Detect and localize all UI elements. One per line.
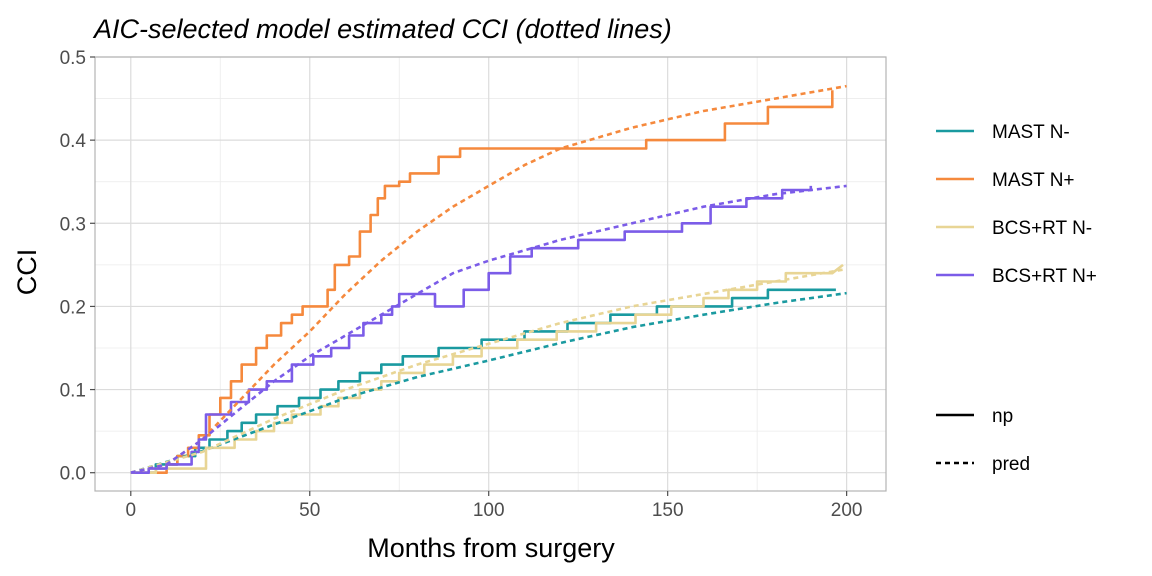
y-tick-label: 0.0 [60,464,86,485]
pred-line-mast-n [130,84,847,474]
x-tick-label: 100 [473,500,505,521]
x-axis-title: Months from surgery [367,533,615,563]
plot-border [94,56,887,492]
x-tick-label: 0 [126,500,137,521]
legend-label: np [992,406,1013,427]
pred-line-bcs-rt-n [130,267,847,474]
legend-label: MAST N- [992,122,1070,143]
legend-label: BCS+RT N- [992,218,1092,239]
x-tick-label: 50 [299,500,320,521]
y-axis-title: CCI [12,249,42,296]
y-tick-label: 0.1 [60,381,86,402]
np-line-mast-n [130,90,834,474]
chart-title: AIC-selected model estimated CCI (dotted… [92,14,672,44]
y-tick-label: 0.3 [60,214,86,235]
legend: MAST N- MAST N+ BCS+RT N- BCS+RT N+ np pred [936,122,1097,475]
x-tick-label: 150 [652,500,684,521]
legend-label: pred [992,454,1030,475]
legend-label: BCS+RT N+ [992,266,1097,287]
y-tick-label: 0.2 [60,297,86,318]
axes: 0 50 100 150 200 0.0 0.1 0.2 0.3 0.4 0.5 [60,48,863,521]
plot-panel [94,56,887,492]
y-tick-label: 0.5 [60,48,86,69]
legend-label: MAST N+ [992,170,1075,191]
np-line-mast-n [130,288,836,474]
pred-line-bcs-rt-n [130,184,847,474]
y-tick-label: 0.4 [60,131,87,152]
x-tick-label: 200 [831,500,863,521]
np-line-bcs-rt-n [130,263,844,474]
